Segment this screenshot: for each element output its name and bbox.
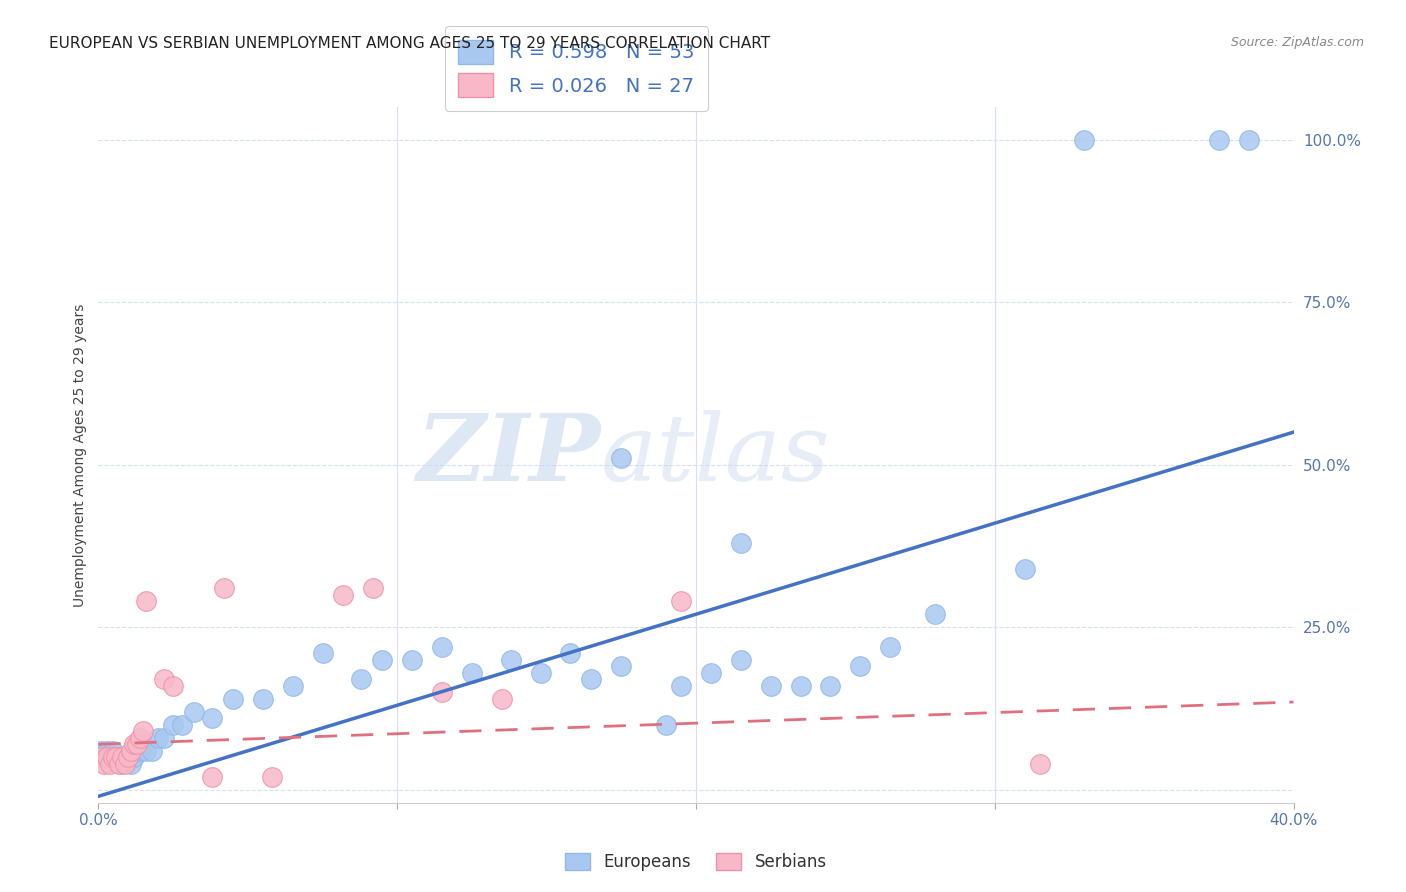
Point (114, 756, 136, 771)
Point (1073, 132, 1095, 146)
Point (117, 750, 139, 764)
Point (132, 737, 155, 751)
Text: atlas: atlas (600, 410, 830, 500)
Point (148, 731, 170, 745)
Point (153, 731, 176, 745)
Point (1237, 132, 1260, 146)
Point (212, 581, 235, 595)
Text: EUROPEAN VS SERBIAN UNEMPLOYMENT AMONG AGES 25 TO 29 YEARS CORRELATION CHART: EUROPEAN VS SERBIAN UNEMPLOYMENT AMONG A… (49, 36, 770, 51)
Point (759, 679, 782, 693)
Point (260, 770, 283, 784)
Point (581, 672, 603, 686)
Point (430, 640, 453, 654)
Point (820, 679, 842, 693)
Point (371, 653, 394, 667)
Point (700, 665, 723, 680)
Point (162, 718, 184, 732)
Point (127, 744, 149, 758)
Point (461, 665, 484, 680)
Point (96, 744, 118, 758)
Point (730, 535, 752, 549)
Point (730, 653, 752, 667)
Point (252, 691, 274, 706)
Point (655, 718, 678, 732)
Point (120, 756, 142, 771)
Point (108, 756, 131, 771)
Point (153, 672, 176, 686)
Point (105, 750, 128, 764)
Point (183, 705, 205, 719)
Point (669, 679, 692, 693)
Point (103, 744, 125, 758)
Point (111, 756, 134, 771)
Point (135, 594, 157, 608)
Point (1208, 132, 1230, 146)
Point (111, 750, 134, 764)
Point (129, 744, 152, 758)
Point (560, 646, 582, 660)
Point (610, 451, 633, 466)
Y-axis label: Unemployment Among Ages 25 to 29 years: Unemployment Among Ages 25 to 29 years (73, 303, 87, 607)
Point (129, 731, 152, 745)
Point (105, 750, 128, 764)
Point (789, 679, 811, 693)
Point (127, 737, 149, 751)
Point (499, 653, 522, 667)
Point (311, 646, 333, 660)
Point (141, 744, 163, 758)
Point (98, 756, 122, 771)
Legend: Europeans, Serbians: Europeans, Serbians (558, 847, 834, 878)
Point (350, 672, 373, 686)
Point (120, 744, 142, 758)
Point (201, 711, 224, 725)
Point (491, 691, 513, 706)
Point (114, 750, 136, 764)
Point (96, 750, 118, 764)
Point (172, 718, 194, 732)
Point (117, 750, 139, 764)
Point (1014, 562, 1036, 576)
Point (162, 679, 184, 693)
Point (879, 640, 901, 654)
Point (93, 756, 115, 771)
Point (90, 750, 112, 764)
Text: Source: ZipAtlas.com: Source: ZipAtlas.com (1230, 36, 1364, 49)
Point (222, 691, 245, 706)
Point (103, 750, 125, 764)
Point (132, 724, 155, 739)
Point (93, 750, 115, 764)
Point (669, 594, 692, 608)
Point (98, 750, 122, 764)
Point (332, 588, 354, 602)
Point (849, 659, 872, 673)
Point (363, 581, 385, 595)
Point (430, 685, 453, 699)
Point (530, 665, 553, 680)
Point (610, 659, 633, 673)
Text: ZIP: ZIP (416, 410, 600, 500)
Point (135, 744, 157, 758)
Point (281, 679, 304, 693)
Point (124, 750, 146, 764)
Point (108, 750, 131, 764)
Point (401, 653, 423, 667)
Point (924, 607, 946, 622)
Point (201, 770, 224, 784)
Point (1028, 756, 1050, 771)
Point (90, 744, 112, 758)
Point (124, 737, 146, 751)
